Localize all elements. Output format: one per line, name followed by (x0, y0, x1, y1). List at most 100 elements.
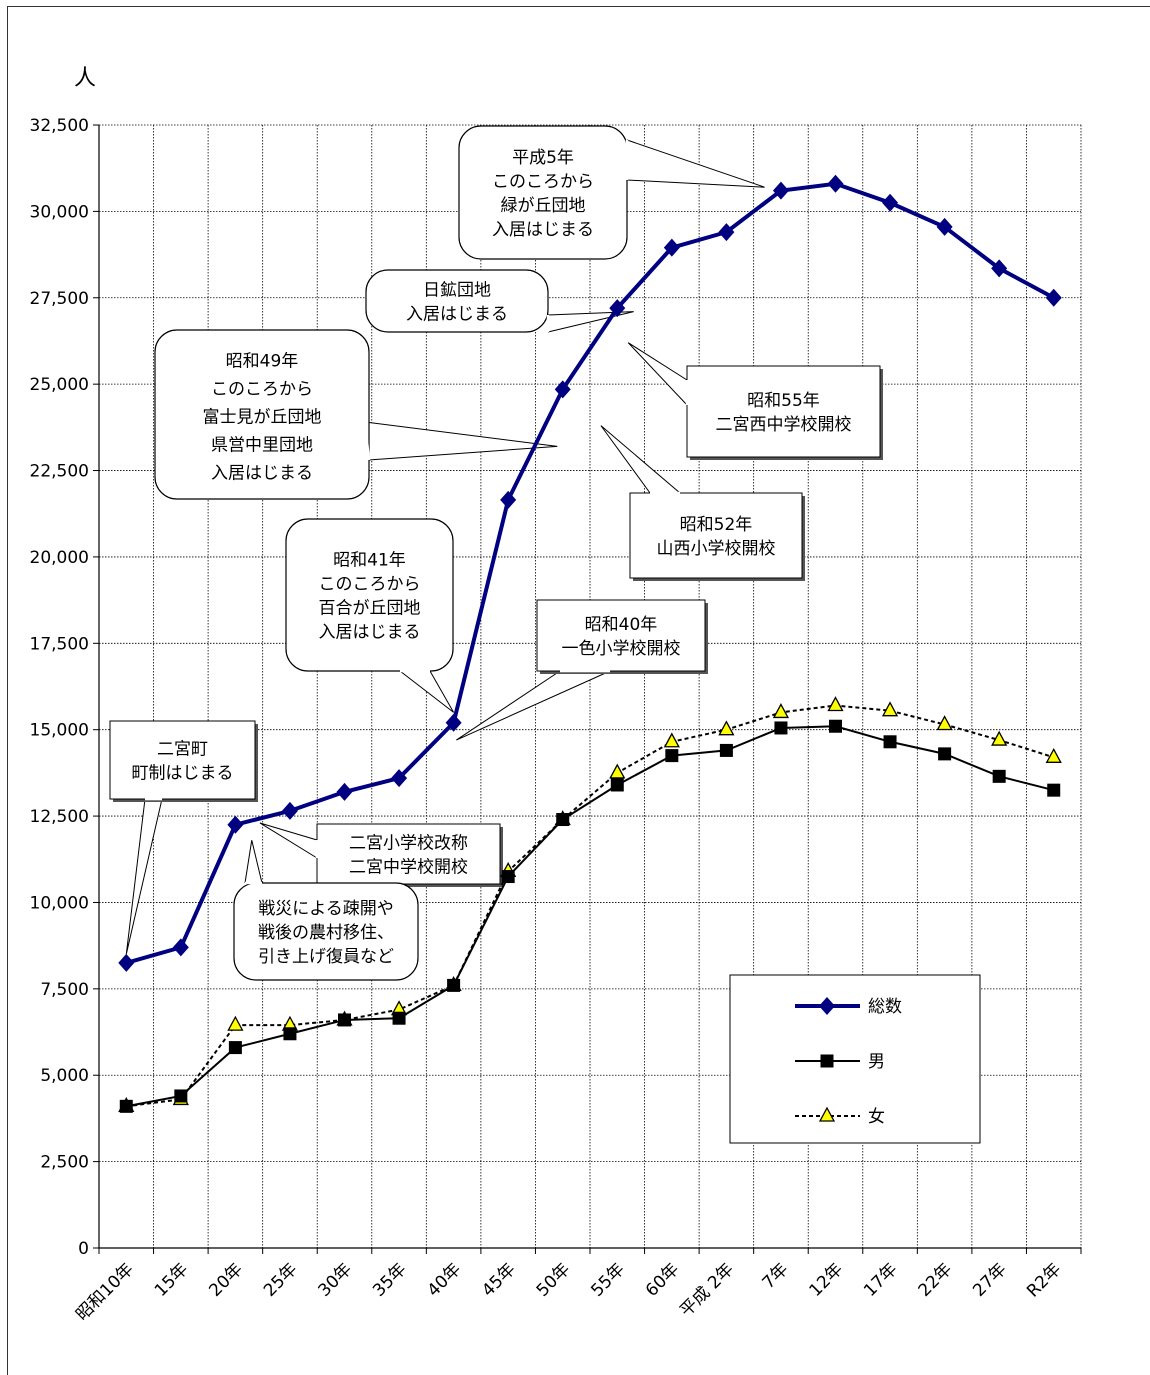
callout-text: 日鉱団地 (423, 281, 491, 301)
callout-pointer (125, 798, 163, 955)
callout-box (686, 365, 881, 458)
callout-text: 県営中里団地 (211, 435, 313, 455)
y-tick-label: 7,500 (40, 980, 89, 1000)
callout-box (154, 329, 370, 500)
x-tick-label: 40年 (424, 1259, 465, 1300)
data-point (991, 259, 1008, 278)
data-point (554, 380, 571, 399)
callout-text: 富士見が丘団地 (203, 407, 322, 427)
y-tick-label: 32,500 (30, 116, 89, 136)
x-tick-label: 17年 (860, 1259, 901, 1300)
data-point (336, 782, 353, 801)
callout-pointer (456, 670, 611, 741)
series-markers (118, 174, 1062, 1113)
x-tick-label: 12年 (806, 1259, 847, 1300)
y-tick-label: 2,500 (40, 1153, 89, 1173)
callout-text: 昭和49年 (226, 351, 299, 371)
y-tick-label: 5,000 (40, 1066, 89, 1086)
y-tick-labels: 0 2,500 5,000 7,500 10,000 12,500 15,000 17,500… (30, 116, 89, 1259)
x-tick-label: 22年 (915, 1259, 956, 1300)
data-point (991, 730, 1008, 746)
data-point (391, 769, 408, 788)
data-point (992, 769, 1006, 783)
legend-label: 女 (868, 1107, 885, 1127)
series-line-1 (126, 725, 1054, 1108)
x-tick-label: 35年 (369, 1259, 410, 1300)
callout-seam (363, 421, 371, 461)
callout-pointer (364, 421, 558, 461)
callout-text: このころから (492, 172, 594, 192)
data-point (827, 696, 844, 712)
callout-box (536, 599, 706, 672)
y-tick-label: 15,000 (30, 721, 89, 741)
data-point (663, 238, 680, 257)
y-tick-label: 20,000 (30, 548, 89, 568)
y-tick-label: 22,500 (30, 462, 89, 482)
data-point (881, 701, 899, 717)
callout-text: 一色小学校開校 (562, 639, 681, 659)
callout-text: このころから (319, 575, 421, 595)
callout-text: 入居はじまる (211, 463, 313, 483)
data-point (718, 720, 735, 736)
x-tick-label: 昭和10年 (72, 1259, 138, 1325)
data-point (665, 749, 679, 763)
axes (93, 124, 1082, 1254)
x-tick-label: 7年 (759, 1259, 793, 1293)
annotations: 二宮町町制はじまる二宮小学校改称二宮中学校開校戦災による疎開や戦後の農村移住、引… (109, 125, 883, 981)
data-point (556, 813, 570, 827)
data-point (338, 1013, 351, 1027)
data-point (1045, 747, 1062, 763)
callout-box (316, 823, 501, 885)
data-point (283, 1027, 297, 1041)
data-point (772, 703, 790, 719)
data-point (936, 217, 953, 236)
series-line-2 (126, 704, 1055, 1108)
data-point (936, 715, 953, 731)
data-point (883, 735, 897, 749)
y-tick-label: 0 (78, 1239, 89, 1259)
x-tick-label: R2年 (1023, 1259, 1065, 1301)
callout-pointer (259, 822, 318, 859)
data-point (610, 778, 624, 792)
data-point (882, 193, 899, 212)
data-point (118, 953, 135, 972)
callout-box (285, 518, 454, 672)
data-point (500, 490, 517, 509)
callout-pointer (600, 425, 681, 494)
callout-box (109, 720, 256, 800)
data-point (227, 1015, 244, 1031)
x-tick-label: 15年 (151, 1259, 192, 1300)
callout-text: 引き上げ復員など (258, 947, 394, 967)
legend-label: 男 (868, 1052, 885, 1072)
callout-text: 二宮町 (157, 740, 208, 760)
y-tick-label: 12,500 (30, 807, 89, 827)
x-tick-label: 45年 (478, 1259, 519, 1300)
callout-text: 二宮小学校改称 (349, 834, 468, 854)
x-tick-label: 30年 (315, 1259, 356, 1300)
callout-box (458, 125, 628, 260)
legend-label: 総数 (868, 997, 902, 1017)
data-point (501, 870, 515, 884)
y-axis-label: 人 (74, 66, 96, 91)
callout-pointer (627, 342, 688, 406)
x-tick-label: 25年 (260, 1259, 301, 1300)
y-tick-label: 30,000 (30, 202, 89, 222)
data-point (663, 732, 680, 748)
callout-box (629, 492, 803, 579)
data-point (938, 747, 952, 761)
x-tick-label: 55年 (587, 1259, 628, 1300)
callout-text: このころから (211, 379, 313, 399)
legend-box (729, 974, 981, 1144)
callout-text: 入居はじまる (406, 305, 508, 325)
series-line-0 (125, 181, 1055, 965)
